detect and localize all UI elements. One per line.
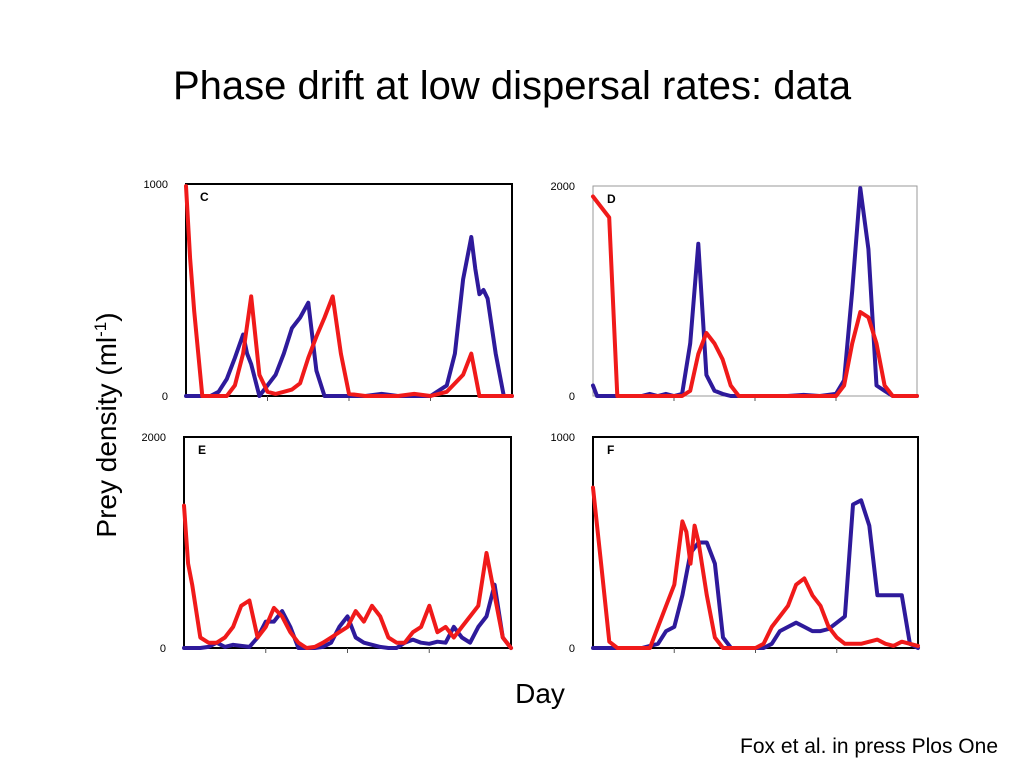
y-tick-label: 1000 (144, 179, 168, 191)
y-tick-label: 2000 (142, 432, 166, 444)
series-line-red (591, 485, 920, 650)
series-line-red (184, 184, 514, 398)
series-line-blue (591, 498, 920, 650)
panel-c: 0 1000 C (144, 179, 514, 403)
slide-title: Phase drift at low dispersal rates: data (172, 64, 852, 108)
panel-letter: E (198, 443, 206, 457)
series-line-red (591, 194, 919, 398)
x-axis-label: Day (515, 678, 565, 709)
panel-e: 0 2000 E (142, 432, 513, 655)
panel-letter: F (607, 443, 614, 457)
panel-letter: C (200, 190, 209, 204)
series-line-blue (591, 186, 919, 398)
plot-frame (592, 185, 918, 397)
series-line-blue (182, 582, 513, 650)
y-tick-label: 0 (569, 643, 575, 655)
y-tick-label: 2000 (551, 181, 575, 193)
y-tick-label: 0 (160, 643, 166, 655)
panel-f: 0 1000 F (551, 432, 920, 655)
series-line-blue (184, 235, 514, 398)
panel-letter: D (607, 192, 616, 206)
citation: Fox et al. in press Plos One (740, 735, 998, 758)
series-line-red (182, 503, 513, 650)
plot-frame (592, 436, 919, 649)
y-tick-label: 0 (162, 391, 168, 403)
y-tick-label: 1000 (551, 432, 575, 444)
y-tick-label: 0 (569, 391, 575, 403)
panel-d: 0 2000 D (551, 181, 919, 403)
